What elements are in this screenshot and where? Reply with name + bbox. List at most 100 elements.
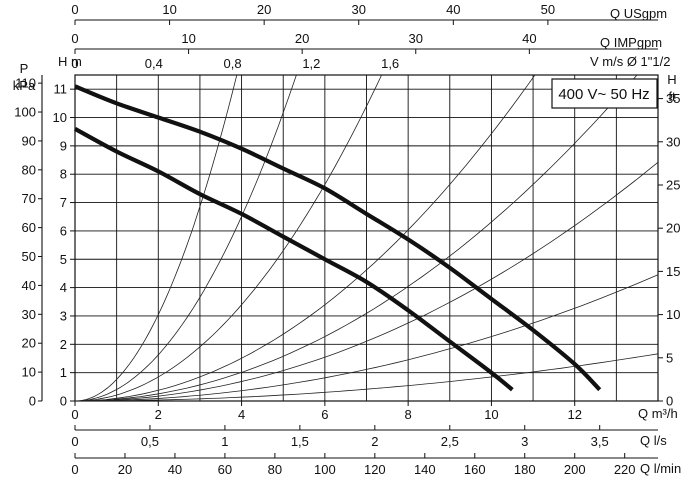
y-tick-label-pressure: 70	[22, 191, 36, 206]
y-tick-label-pressure: 60	[22, 220, 36, 235]
x-tick-label-lmin: 160	[464, 462, 486, 477]
y-tick-label-head: 11	[54, 82, 68, 97]
y-tick-label-pressure: 30	[22, 307, 36, 322]
x-tick-label-m3h: 10	[484, 407, 498, 422]
feet-axis-label: H	[667, 72, 676, 87]
voltage-frequency-badge-text: 400 V~ 50 Hz	[558, 86, 649, 103]
system-curve	[75, 353, 659, 402]
system-curve	[74, 74, 536, 402]
x-tick-label-lmin: 200	[564, 462, 586, 477]
system-curve	[75, 274, 659, 402]
system-curve	[74, 74, 297, 402]
flow-lmin-axis-label: Q l/min	[640, 461, 681, 476]
y-tick-label-pressure: 100	[14, 105, 36, 120]
y-tick-label-head: 6	[60, 223, 67, 238]
x-tick-label-lmin: 140	[414, 462, 436, 477]
feet-axis-unit: ft	[668, 89, 676, 104]
chart-grid	[74, 74, 659, 402]
flow-ls-axis-label: Q l/s	[640, 433, 667, 448]
x-tick-label-ls: 3	[521, 434, 528, 449]
x-tick-label-lmin: 120	[364, 462, 386, 477]
impgpm-axis-label: Q IMPgpm	[600, 35, 662, 50]
y-tick-label-head: 3	[60, 308, 67, 323]
y-tick-label-head: 8	[60, 167, 67, 182]
x-tick-label-velocity: 0,4	[145, 56, 163, 71]
y-tick-label-pressure: 110	[15, 76, 36, 91]
y-tick-label-feet: 20	[666, 221, 680, 236]
voltage-frequency-badge	[551, 78, 658, 109]
y-tick-label-feet: 10	[666, 307, 680, 322]
x-tick-label-ls: 2	[371, 434, 378, 449]
pump-curve-1	[74, 84, 602, 392]
system-curve	[74, 74, 238, 402]
y-tick-label-feet: 25	[666, 177, 680, 192]
system-curve	[74, 74, 638, 402]
pressure-axis-unit: kPa	[13, 78, 36, 93]
x-tick-label-m3h: 2	[155, 407, 162, 422]
velocity-axis-label: V m/s Ø 1"1/2	[590, 54, 670, 69]
x-tick-label-lmin: 20	[118, 462, 132, 477]
y-tick-label-feet: 30	[666, 134, 680, 149]
y-tick-label-head: 5	[60, 252, 67, 267]
y-tick-label-feet: 35	[666, 91, 680, 106]
x-tick-label-usgpm: 0	[71, 2, 78, 17]
x-tick-label-velocity: 1,2	[302, 56, 320, 71]
x-tick-label-lmin: 100	[314, 462, 336, 477]
y-tick-label-head: 2	[60, 337, 67, 352]
x-tick-label-impgpm: 0	[71, 31, 78, 46]
y-tick-label-pressure: 0	[29, 394, 36, 409]
y-tick-label-head: 9	[60, 138, 67, 153]
pump-curve-2	[74, 127, 514, 392]
x-tick-label-usgpm: 50	[541, 2, 555, 17]
x-tick-label-m3h: 8	[405, 407, 412, 422]
system-curve	[74, 161, 659, 402]
x-tick-label-impgpm: 10	[181, 31, 195, 46]
pressure-axis-label: P	[20, 61, 29, 76]
x-tick-label-ls: 2,5	[441, 434, 459, 449]
y-tick-label-pressure: 90	[22, 133, 36, 148]
x-tick-label-ls: 1	[221, 434, 228, 449]
y-tick-label-head: 1	[60, 365, 67, 380]
x-tick-label-m3h: 0	[71, 407, 78, 422]
y-tick-label-pressure: 50	[22, 249, 36, 264]
y-tick-label-pressure: 40	[22, 278, 36, 293]
system-curve	[74, 74, 382, 402]
head-axis-label: H m	[58, 54, 82, 69]
y-tick-label-pressure: 10	[22, 365, 36, 380]
x-tick-label-impgpm: 40	[522, 31, 536, 46]
y-tick-label-feet: 15	[666, 264, 680, 279]
x-tick-label-usgpm: 40	[446, 2, 460, 17]
x-tick-label-lmin: 80	[268, 462, 282, 477]
x-tick-label-ls: 3,5	[591, 434, 609, 449]
x-tick-label-velocity: 1,6	[381, 56, 399, 71]
chart-axes: 0 2 4 6 8 10 120123456789101101020304050607080…	[14, 2, 680, 477]
x-tick-label-impgpm: 30	[409, 31, 423, 46]
x-tick-label-usgpm: 10	[162, 2, 176, 17]
x-tick-label-m3h: 12	[567, 407, 581, 422]
x-tick-label-ls: 1,5	[291, 434, 309, 449]
x-tick-label-ls: 0	[71, 434, 78, 449]
x-tick-label-velocity: 0	[71, 56, 78, 71]
y-tick-label-feet: 5	[666, 350, 673, 365]
x-tick-label-m3h: 6	[321, 407, 328, 422]
x-tick-label-lmin: 0	[71, 462, 78, 477]
x-tick-label-lmin: 220	[614, 462, 636, 477]
x-tick-label-m3h: 4	[238, 407, 245, 422]
x-tick-label-velocity: 0,8	[224, 56, 242, 71]
pump-curves	[74, 84, 602, 392]
x-tick-label-lmin: 40	[168, 462, 182, 477]
y-tick-label-pressure: 80	[22, 162, 36, 177]
x-tick-label-usgpm: 30	[352, 2, 366, 17]
flow-m3h-axis-label: Q m³/h	[638, 406, 678, 421]
y-tick-label-pressure: 20	[22, 336, 36, 351]
x-tick-label-impgpm: 20	[295, 31, 309, 46]
y-tick-label-head: 0	[60, 394, 67, 409]
x-tick-label-usgpm: 20	[257, 2, 271, 17]
system-curves	[74, 74, 659, 402]
y-tick-label-feet: 0	[666, 394, 673, 409]
x-tick-label-lmin: 60	[218, 462, 232, 477]
x-tick-label-ls: 0,5	[141, 434, 159, 449]
x-tick-label-lmin: 180	[514, 462, 536, 477]
usgpm-axis-label: Q USgpm	[610, 6, 667, 21]
